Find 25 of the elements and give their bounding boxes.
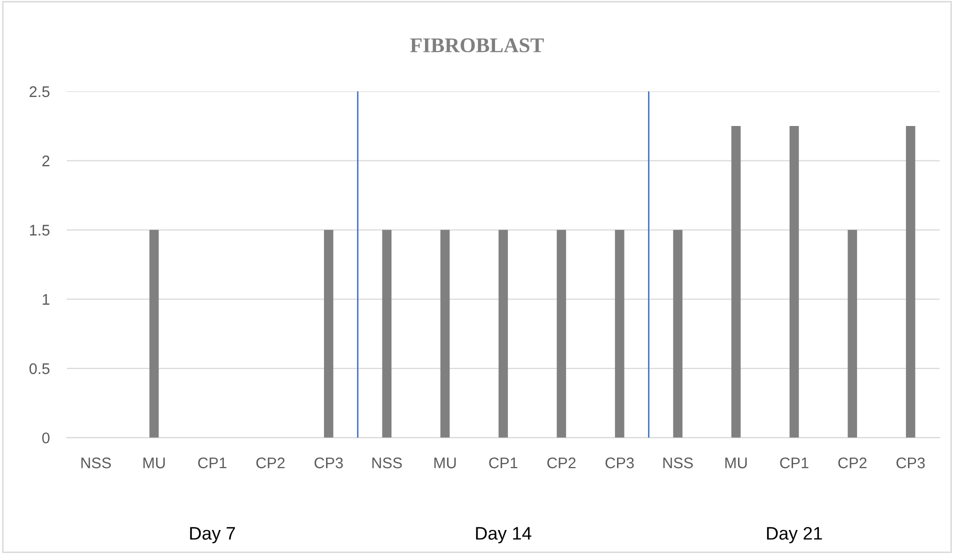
x-tick-label: CP3 [314,458,343,468]
y-tick-label: 0 [42,432,50,444]
x-tick-label: MU [143,458,165,468]
x-tick-label: CP1 [489,458,518,468]
x-tick-label: MU [434,458,456,468]
text: Day 7 [190,527,235,544]
x-tick-label: CP2 [256,458,285,468]
x-tick-label: CP2 [547,458,576,468]
x-tick-label: CP1 [780,458,808,468]
x-tick-label: NSS [81,458,111,468]
x-tick-label: CP2 [838,458,866,468]
x-tick-label: NSS [372,458,402,468]
x-tick-label: CP1 [198,458,226,468]
x-tick-label: NSS [663,458,693,468]
chart-title: FIBROBLAST [410,38,544,52]
y-tick-label: 1.5 [30,224,50,236]
y-tick-label: 0.5 [29,363,50,374]
y-tick-label: 2 [42,156,50,166]
y-tick-label: 1 [42,294,50,305]
text: Day 14 [476,527,532,544]
x-tick-label: MU [725,458,747,468]
text: Day 21 [767,526,822,544]
x-tick-label: CP3 [896,458,925,468]
x-tick-label: CP3 [606,458,634,468]
y-tick-label: 2.5 [30,86,50,98]
